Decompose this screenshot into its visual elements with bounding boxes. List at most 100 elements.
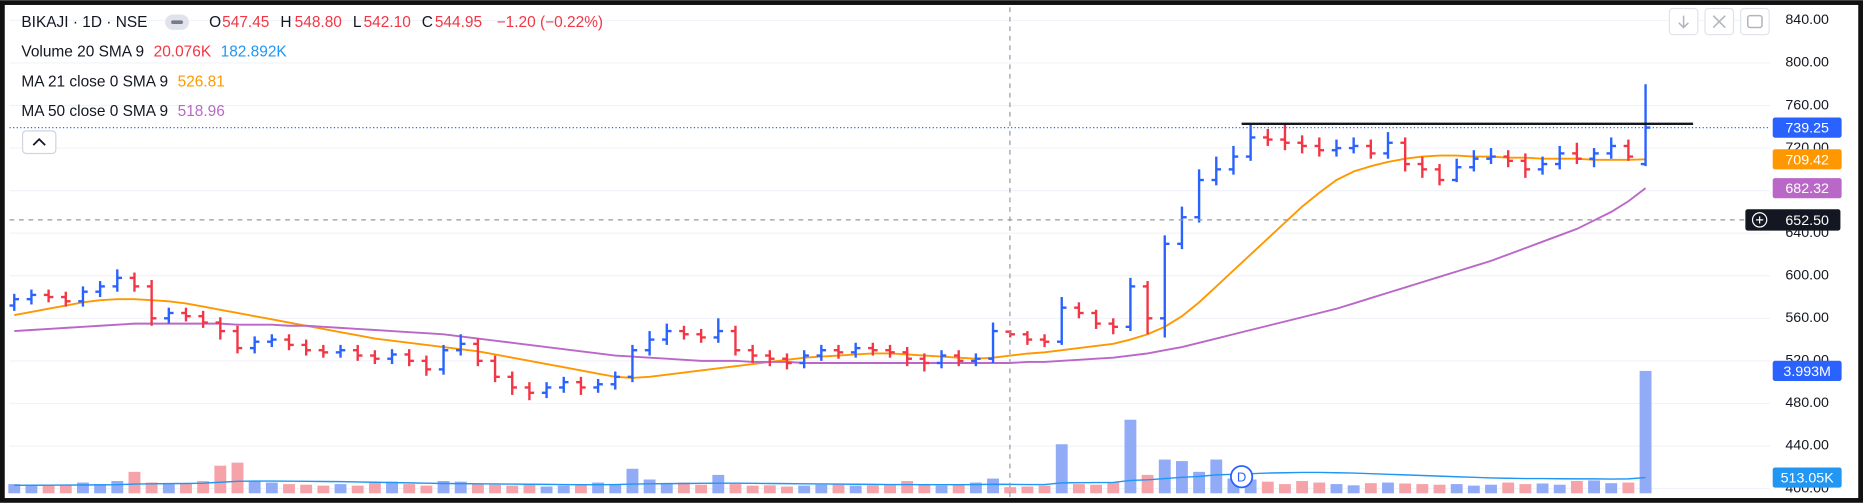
volume-bar [678, 482, 690, 494]
open-key: O [209, 14, 221, 31]
volume-bar [368, 482, 381, 494]
indicator-name: Volume 20 SMA 9 [21, 44, 144, 61]
volume-bar [454, 481, 467, 494]
indicator-reading: 20.076K [154, 44, 212, 61]
grid [9, 19, 1771, 490]
volume-pane [8, 370, 1652, 494]
volume-bar [1588, 480, 1600, 494]
crosshair-tag [1745, 209, 1841, 231]
volume-bar [712, 474, 725, 494]
volume-bar [1382, 482, 1394, 494]
y-tick-label: 840.00 [1785, 12, 1829, 28]
volume-bar [1193, 471, 1206, 494]
crosshair-label: 652.50 [1785, 213, 1829, 229]
volume-bar [1622, 482, 1635, 494]
high-key: H [280, 14, 291, 31]
volume-bar [1450, 484, 1463, 494]
volume-bar [1536, 483, 1549, 494]
volume-bar [695, 484, 708, 494]
volume-bar [437, 481, 450, 494]
volume-bar [1090, 484, 1103, 494]
maximize-icon [1746, 14, 1763, 29]
volume-bar [489, 484, 502, 494]
collapse-icon [32, 137, 46, 146]
volume-bar [420, 485, 433, 494]
volume-bar [832, 484, 845, 494]
volume-bar [1004, 487, 1017, 494]
volume-bar [1639, 370, 1652, 494]
volume-bar [746, 485, 759, 494]
axis-tag [1772, 117, 1842, 138]
volume-bar [283, 484, 295, 494]
event-label: D [1237, 469, 1246, 484]
maximize-button[interactable] [1740, 7, 1770, 36]
event-circle[interactable] [1230, 465, 1254, 489]
volume-bar [901, 481, 914, 494]
volume-bar [609, 484, 622, 494]
volume-bar [626, 468, 639, 494]
volume-bar [248, 481, 261, 494]
indicator-reading: 518.96 [178, 103, 225, 120]
volume-bar [849, 485, 862, 494]
close-key: C [422, 14, 433, 31]
close-icon [1712, 15, 1726, 29]
volume-bar [1279, 484, 1291, 494]
y-tick-label: 480.00 [1785, 395, 1829, 411]
axis-tag-label: 682.32 [1785, 181, 1829, 197]
volume-bar [1467, 485, 1480, 494]
symbol-title: BIKAJI · 1D · NSE [21, 14, 147, 31]
volume-bar [1072, 484, 1085, 494]
axis-tag-label: 513.05K [1781, 471, 1835, 487]
y-tick-label: 800.00 [1785, 55, 1829, 71]
volume-bar [59, 485, 72, 494]
volume-bar [592, 482, 605, 494]
moving-average-line [14, 187, 1647, 364]
volume-sma-line [14, 471, 1646, 487]
volume-bar [1416, 484, 1429, 494]
volume-bar [506, 485, 519, 494]
axis-tag [1772, 360, 1842, 382]
volume-bar [1330, 484, 1343, 494]
volume-bar [334, 484, 347, 494]
volume-bar [1227, 478, 1240, 494]
crosshair-plus [1751, 212, 1768, 228]
volume-bar [351, 485, 364, 494]
close-value: 544.95 [435, 14, 482, 31]
volume-bar [1021, 486, 1034, 494]
volume-bar [1158, 459, 1171, 494]
axis-tag-label: 739.25 [1785, 121, 1829, 137]
indicator-name: MA 50 close 0 SMA 9 [21, 103, 168, 120]
volume-bar [1038, 485, 1051, 494]
volume-bar [1485, 484, 1497, 494]
volume-bar [471, 484, 484, 494]
volume-bar [1296, 481, 1309, 494]
volume-bar [162, 484, 175, 494]
volume-bar [523, 484, 536, 494]
collapse-button[interactable] [21, 130, 57, 155]
volume-bar [111, 481, 124, 494]
volume-bar [781, 486, 793, 494]
event-marker[interactable]: D [1230, 465, 1254, 489]
arrow-icon [1678, 15, 1689, 29]
volume-bar [798, 485, 811, 494]
volume-bar [1347, 485, 1360, 494]
volume-bar [540, 486, 553, 494]
volume-bar [574, 484, 587, 494]
y-tick-label: 760.00 [1785, 97, 1829, 113]
volume-bar [1605, 483, 1618, 494]
volume-bar [128, 471, 141, 494]
volume-bar [42, 484, 55, 494]
y-tick-label: 560.00 [1785, 310, 1829, 326]
volume-bar [8, 484, 21, 494]
volume-bar [1055, 444, 1068, 494]
volume-bar [1519, 484, 1532, 494]
volume-bar [918, 484, 931, 494]
volume-bar [197, 481, 210, 494]
volume-bar [25, 485, 38, 494]
volume-bar [935, 485, 948, 494]
volume-bar [180, 483, 192, 494]
legend: BIKAJI · 1D · NSE O 547.45 H 548.80 L 54… [21, 14, 603, 155]
volume-bar [763, 485, 776, 494]
